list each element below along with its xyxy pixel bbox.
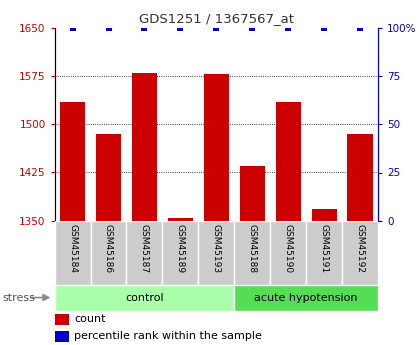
Bar: [55, 285, 234, 310]
Bar: [168, 218, 193, 221]
Text: GSM45192: GSM45192: [356, 224, 365, 273]
Title: GDS1251 / 1367567_at: GDS1251 / 1367567_at: [139, 12, 294, 25]
Point: [177, 25, 184, 30]
Text: GSM45189: GSM45189: [176, 224, 185, 273]
Bar: [276, 102, 301, 221]
Bar: [347, 134, 373, 221]
Text: GSM45187: GSM45187: [140, 224, 149, 273]
Text: control: control: [125, 293, 164, 303]
Point: [321, 25, 328, 30]
Point: [141, 25, 148, 30]
Bar: [55, 221, 91, 285]
Text: GSM45186: GSM45186: [104, 224, 113, 273]
Bar: [306, 221, 342, 285]
Bar: [55, 314, 69, 325]
Bar: [312, 209, 337, 221]
Point: [249, 25, 256, 30]
Bar: [234, 221, 270, 285]
Bar: [96, 134, 121, 221]
Bar: [240, 166, 265, 221]
Point: [213, 25, 220, 30]
Bar: [204, 74, 229, 221]
Bar: [91, 221, 126, 285]
Text: GSM45190: GSM45190: [284, 224, 293, 273]
Bar: [132, 73, 157, 221]
Bar: [163, 221, 198, 285]
Text: GSM45188: GSM45188: [248, 224, 257, 273]
Text: acute hypotension: acute hypotension: [255, 293, 358, 303]
Bar: [55, 331, 69, 342]
Text: GSM45193: GSM45193: [212, 224, 221, 273]
Bar: [342, 221, 378, 285]
Point: [105, 25, 112, 30]
Text: count: count: [74, 314, 105, 324]
Point: [285, 25, 291, 30]
Bar: [234, 285, 378, 310]
Bar: [270, 221, 306, 285]
Text: percentile rank within the sample: percentile rank within the sample: [74, 332, 262, 342]
Bar: [60, 102, 85, 221]
Text: GSM45191: GSM45191: [320, 224, 328, 273]
Point: [69, 25, 76, 30]
Point: [357, 25, 363, 30]
Bar: [126, 221, 163, 285]
Text: GSM45184: GSM45184: [68, 224, 77, 273]
Text: stress: stress: [2, 293, 35, 303]
Bar: [198, 221, 234, 285]
